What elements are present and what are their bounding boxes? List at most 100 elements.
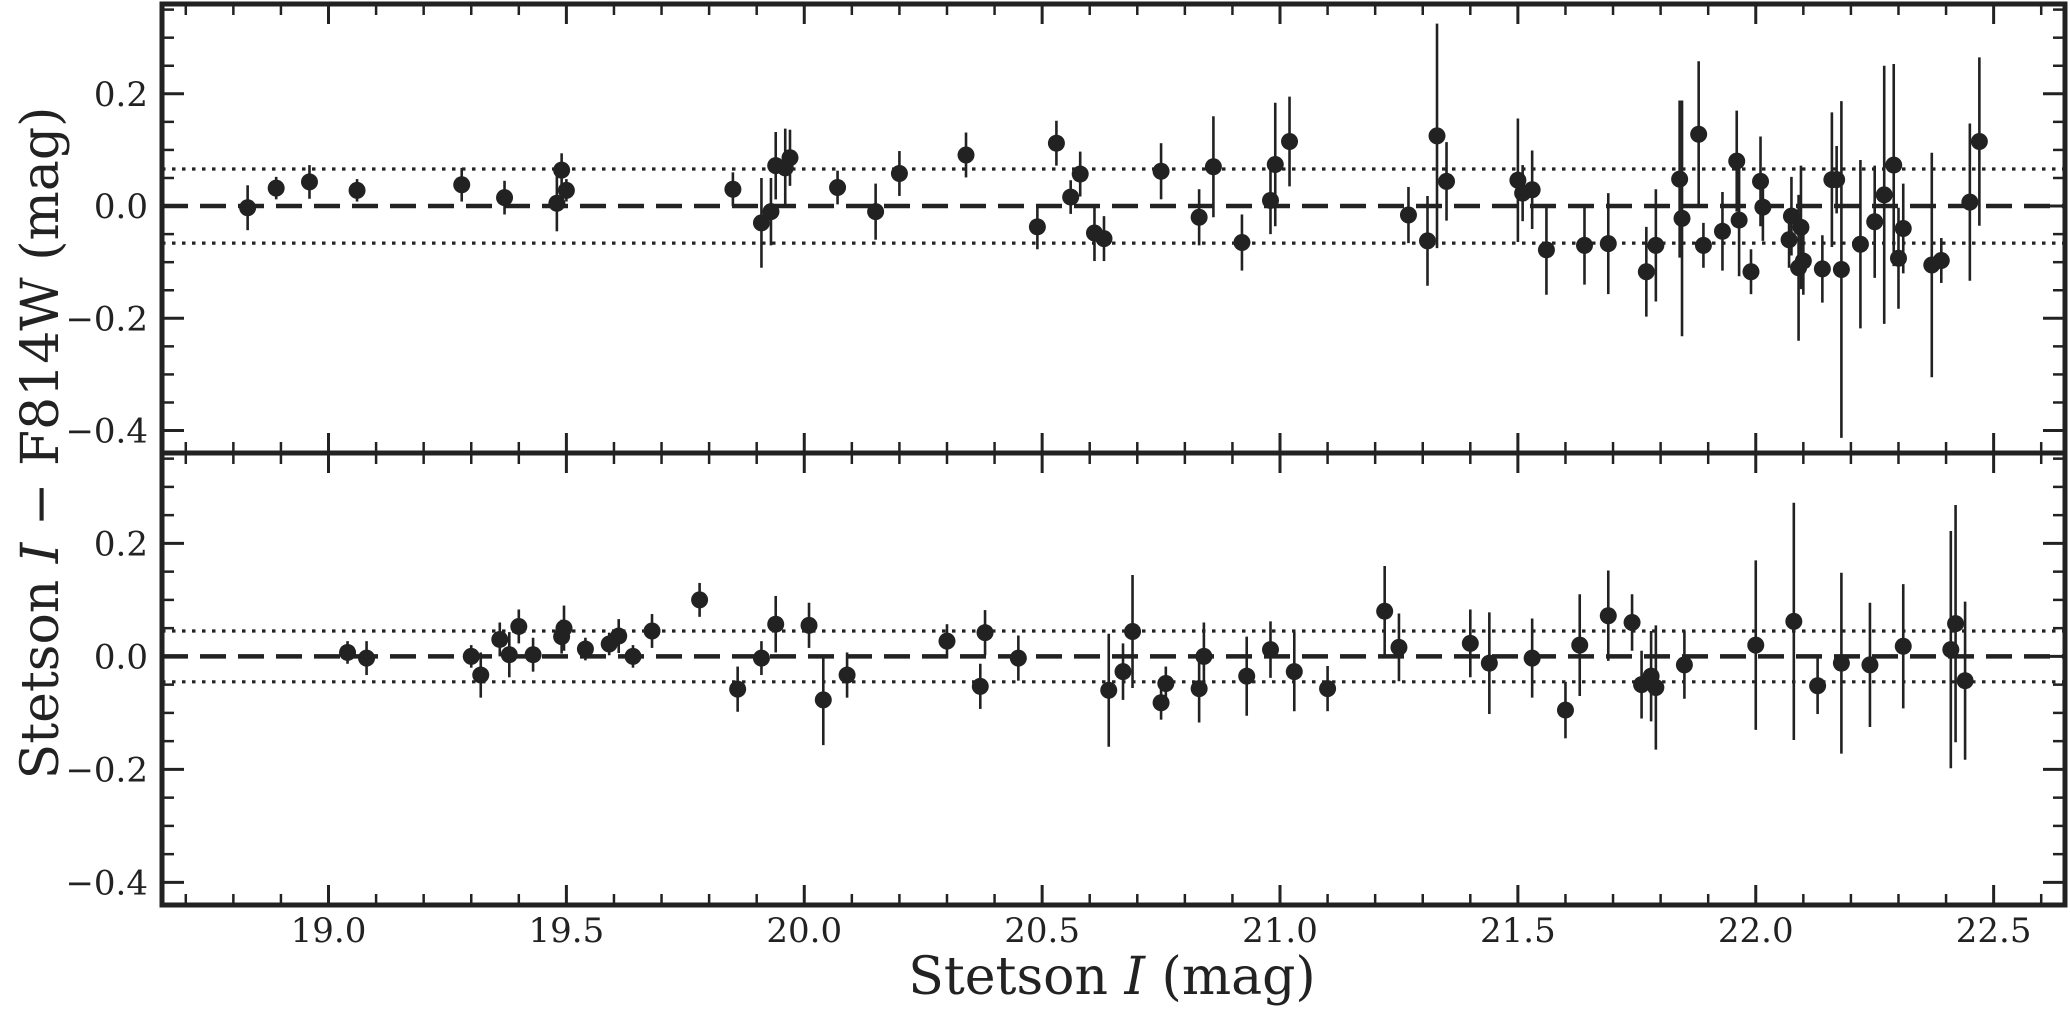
data-point	[1947, 615, 1965, 633]
data-point	[1571, 636, 1589, 654]
data-point	[1809, 677, 1827, 695]
data-point	[971, 677, 989, 695]
data-point	[1690, 125, 1708, 143]
data-point	[1599, 235, 1617, 253]
data-point	[462, 647, 480, 665]
data-point	[1399, 206, 1417, 224]
data-point	[624, 647, 642, 665]
data-point	[300, 173, 318, 191]
y-tick-label: 0.2	[94, 524, 148, 564]
data-point	[729, 680, 747, 698]
data-point	[1028, 218, 1046, 236]
data-point	[1575, 236, 1593, 254]
data-point	[1785, 612, 1803, 630]
data-point	[1832, 654, 1850, 672]
data-point	[548, 194, 566, 212]
x-tick-label: 20.0	[766, 911, 842, 951]
y-tick-label: 0.0	[94, 187, 148, 227]
data-point	[1861, 656, 1879, 674]
data-point	[1792, 218, 1810, 236]
panel-frame-bottom	[159, 450, 2068, 908]
data-point	[1390, 638, 1408, 656]
data-point	[752, 214, 770, 232]
data-point	[957, 146, 975, 164]
data-point	[1671, 170, 1689, 188]
data-point	[576, 640, 594, 658]
data-point	[814, 691, 832, 709]
data-point	[1637, 263, 1655, 281]
y-tick-label: −0.4	[65, 863, 148, 903]
data-point	[1813, 260, 1831, 278]
data-point	[1428, 127, 1446, 145]
data-point	[1742, 263, 1760, 281]
data-point	[1319, 680, 1337, 698]
data-point	[1157, 675, 1175, 693]
data-point	[767, 615, 785, 633]
data-point	[557, 181, 575, 199]
data-point	[1261, 641, 1279, 659]
data-point	[453, 176, 471, 194]
data-point	[1062, 188, 1080, 206]
data-point	[890, 164, 908, 182]
data-point	[1238, 667, 1256, 685]
data-point	[1599, 607, 1617, 625]
data-point	[1932, 251, 1950, 269]
data-point	[1832, 260, 1850, 278]
x-tick-label: 21.5	[1480, 911, 1556, 951]
data-point	[524, 646, 542, 664]
data-point	[1438, 172, 1456, 190]
data-point	[1556, 701, 1574, 719]
data-point	[1713, 222, 1731, 240]
x-tick-label: 19.0	[291, 911, 367, 951]
data-point	[781, 149, 799, 167]
data-point	[1673, 209, 1691, 227]
data-point	[1537, 241, 1555, 259]
data-point	[1647, 678, 1665, 696]
y-tick-label: −0.2	[65, 299, 148, 339]
data-point	[1866, 213, 1884, 231]
data-point	[348, 181, 366, 199]
data-point	[1047, 134, 1065, 152]
data-point	[239, 199, 257, 217]
data-point	[1124, 623, 1142, 641]
data-point	[1523, 649, 1541, 667]
data-point	[1885, 156, 1903, 174]
data-point	[1875, 186, 1893, 204]
data-point	[1204, 158, 1222, 176]
data-point	[762, 203, 780, 221]
data-point	[1782, 207, 1800, 225]
data-point	[1728, 152, 1746, 170]
data-point	[1095, 230, 1113, 248]
data-point	[1961, 193, 1979, 211]
data-point	[1114, 663, 1132, 681]
data-point	[1152, 162, 1170, 180]
data-point	[553, 161, 571, 179]
data-point	[938, 632, 956, 650]
x-tick-label: 22.5	[1956, 911, 2032, 951]
data-point	[691, 591, 709, 609]
data-point	[1747, 636, 1765, 654]
x-tick-label: 22.0	[1718, 911, 1794, 951]
data-point	[500, 646, 518, 664]
panels-group: 0.2 0.0 −0.2 −0.4 0.2 0.0 −0.2 −0.4	[65, 1, 2068, 908]
x-axis: 19.0 19.5 20.0 20.5 21.0 21.5 22.0 22.5	[291, 911, 2032, 951]
data-point	[496, 189, 514, 207]
data-point	[1480, 654, 1498, 672]
data-point	[1694, 236, 1712, 254]
data-point	[472, 666, 490, 684]
data-point	[358, 649, 376, 667]
data-point	[1266, 156, 1284, 174]
panel-bottom: 0.2 0.0 −0.2 −0.4	[65, 450, 2068, 908]
x-tick-label: 21.0	[1242, 911, 1318, 951]
data-point	[752, 649, 770, 667]
data-point	[1754, 198, 1772, 216]
y-tick-label: −0.4	[65, 412, 148, 452]
data-point	[1794, 252, 1812, 270]
data-point	[610, 627, 628, 645]
data-point	[1730, 211, 1748, 229]
data-point	[1418, 232, 1436, 250]
data-point	[1009, 649, 1027, 667]
data-point	[510, 617, 528, 635]
data-point	[724, 180, 742, 198]
